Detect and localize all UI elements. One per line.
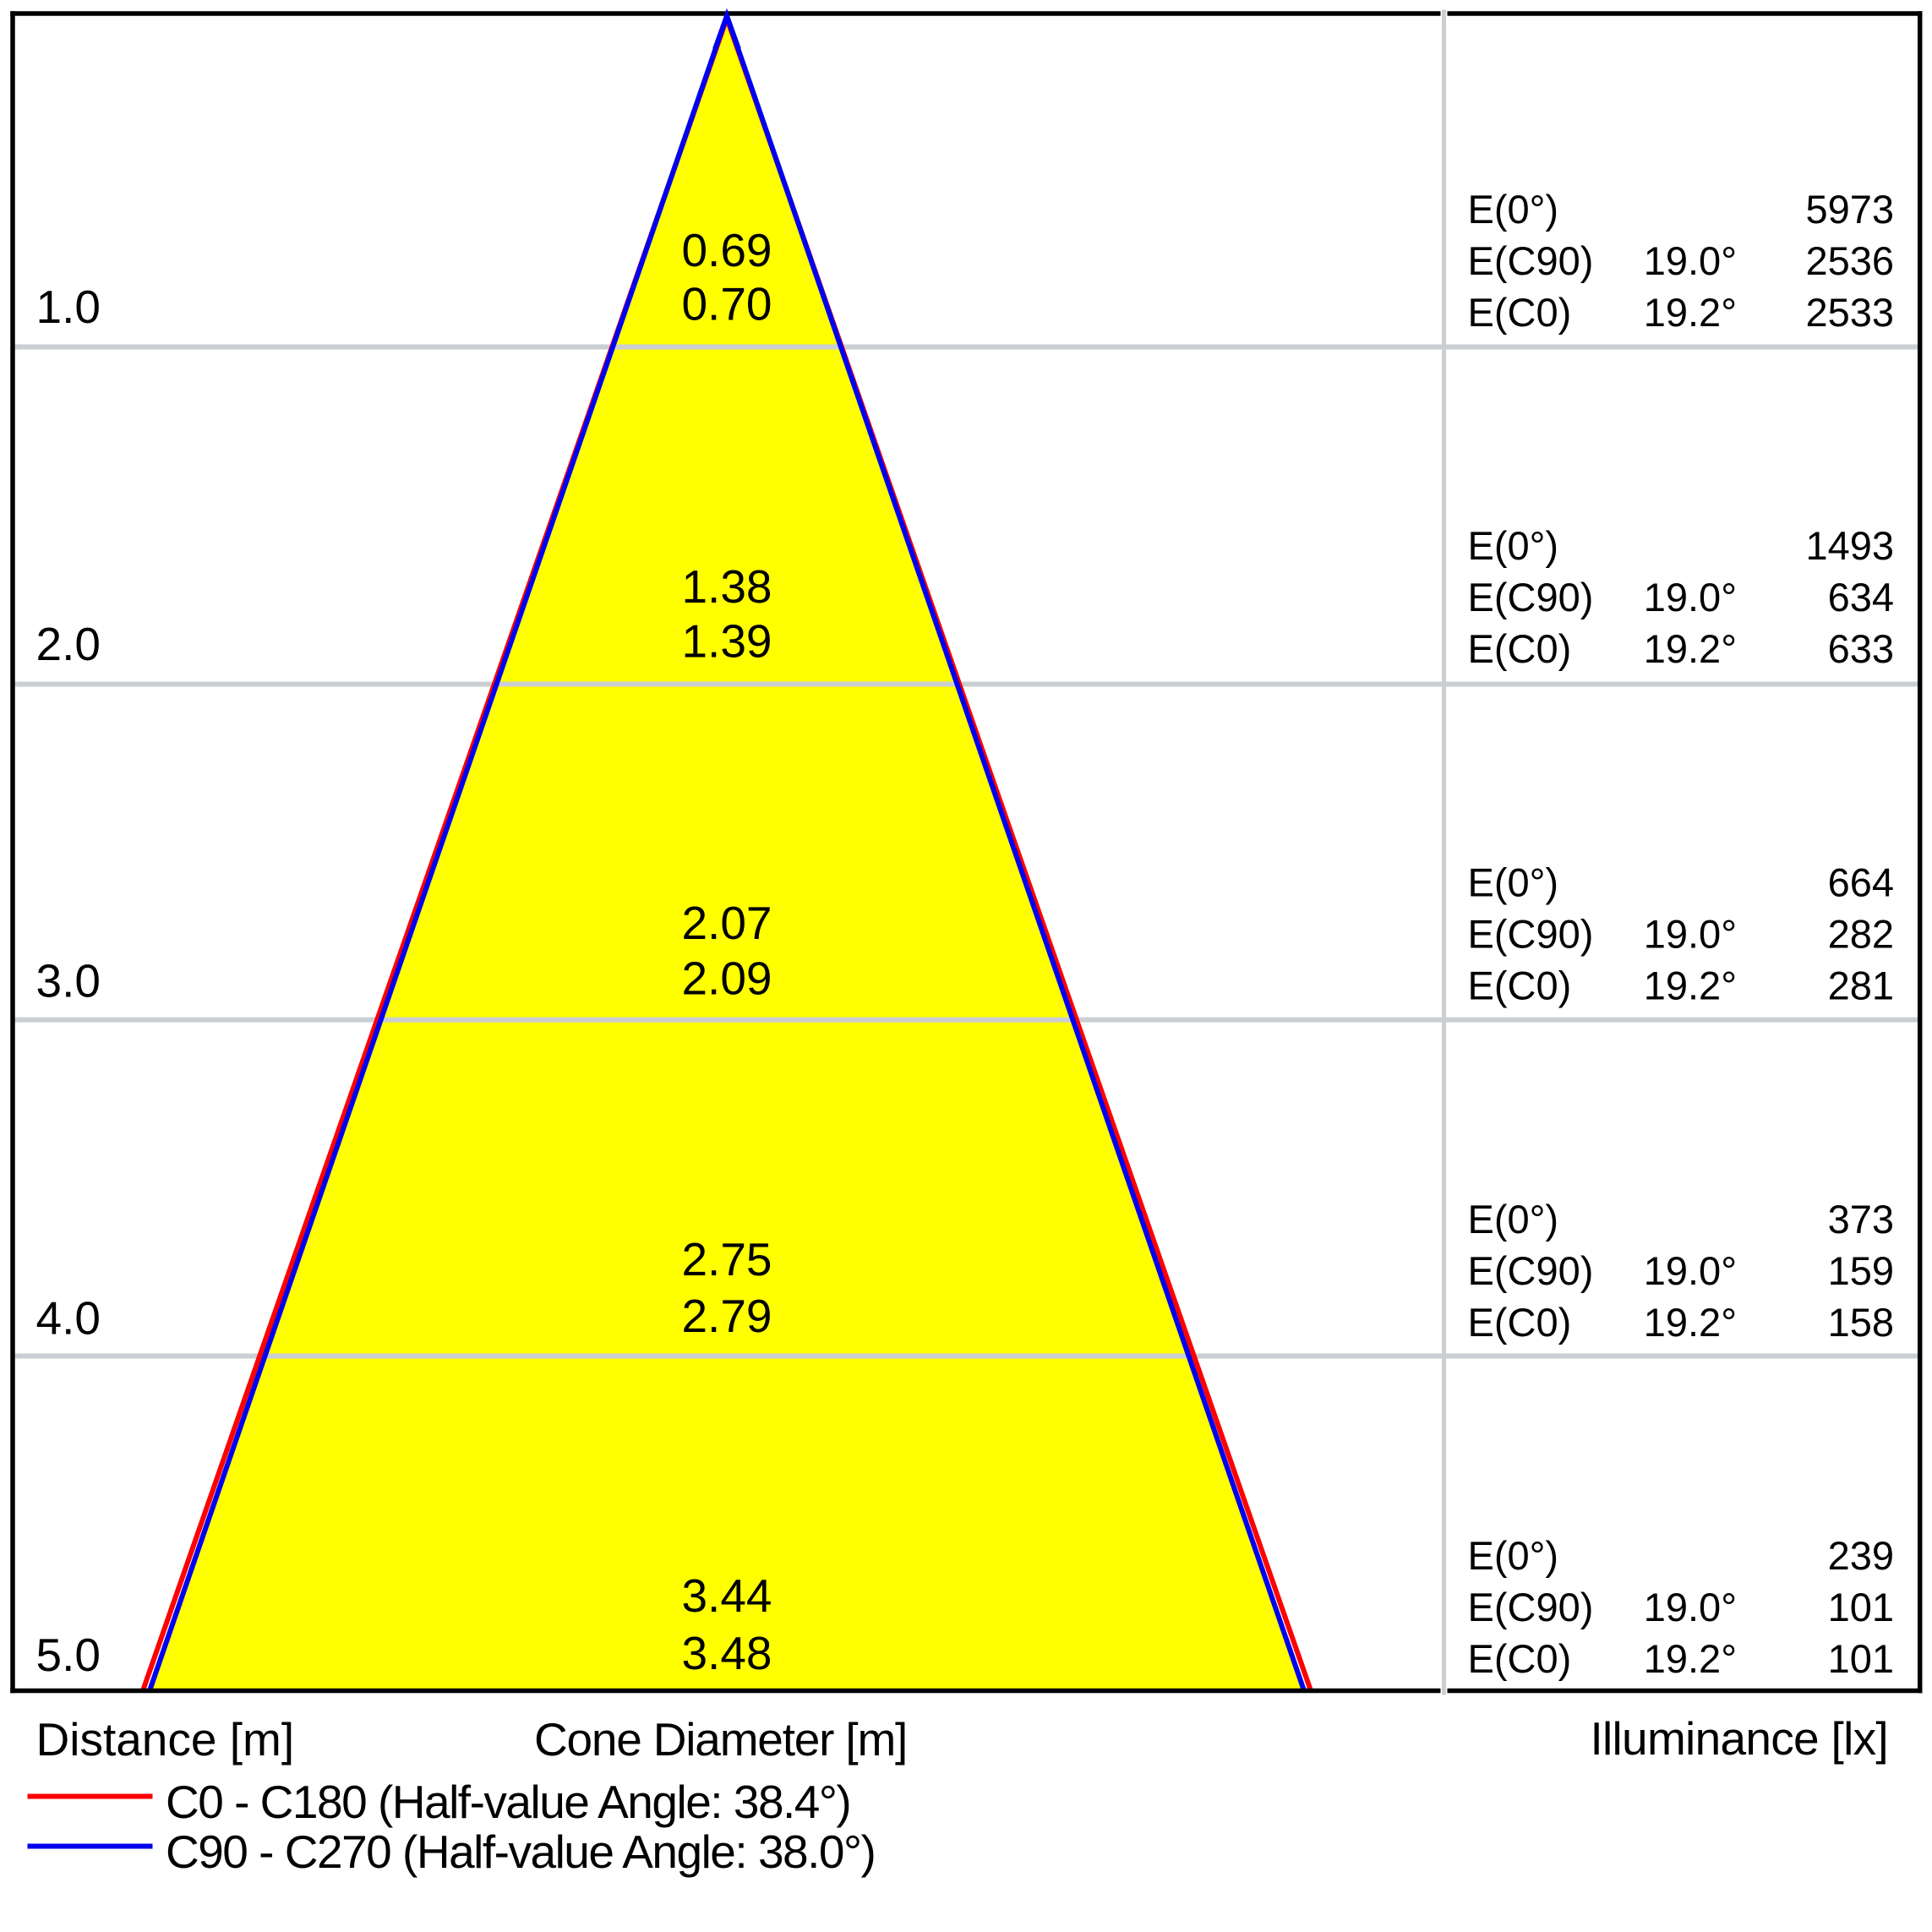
svg-text:101: 101: [1828, 1636, 1894, 1681]
svg-text:19.2°: 19.2°: [1644, 290, 1737, 335]
svg-text:1.0: 1.0: [36, 281, 101, 333]
svg-text:19.0°: 19.0°: [1644, 238, 1737, 283]
svg-text:664: 664: [1828, 860, 1894, 905]
svg-text:3.48: 3.48: [681, 1627, 772, 1679]
svg-text:E(C90): E(C90): [1468, 1248, 1594, 1293]
svg-text:E(C0): E(C0): [1468, 963, 1572, 1008]
svg-text:3.44: 3.44: [681, 1569, 772, 1622]
svg-text:C0 - C180 (Half-value Angle: 3: C0 - C180 (Half-value Angle: 38.4°): [166, 1776, 850, 1828]
svg-text:E(0°): E(0°): [1468, 1533, 1559, 1578]
svg-text:2533: 2533: [1805, 290, 1894, 335]
svg-text:1.38: 1.38: [681, 560, 772, 613]
svg-text:19.2°: 19.2°: [1644, 963, 1737, 1008]
svg-text:282: 282: [1828, 912, 1894, 957]
svg-text:19.2°: 19.2°: [1644, 626, 1737, 671]
svg-text:239: 239: [1828, 1533, 1894, 1578]
svg-text:0.69: 0.69: [681, 224, 772, 276]
svg-text:0.70: 0.70: [681, 278, 772, 330]
svg-text:1493: 1493: [1805, 523, 1894, 568]
svg-text:Distance [m]: Distance [m]: [36, 1713, 295, 1766]
svg-text:2536: 2536: [1805, 238, 1894, 283]
svg-text:158: 158: [1828, 1300, 1894, 1345]
svg-text:3.0: 3.0: [36, 955, 101, 1007]
svg-text:1.39: 1.39: [681, 615, 772, 668]
svg-text:5.0: 5.0: [36, 1629, 101, 1681]
svg-text:2.0: 2.0: [36, 618, 101, 670]
svg-text:2.79: 2.79: [681, 1290, 772, 1342]
svg-text:5973: 5973: [1805, 187, 1894, 232]
svg-text:373: 373: [1828, 1197, 1894, 1242]
svg-text:281: 281: [1828, 963, 1894, 1008]
svg-text:E(0°): E(0°): [1468, 523, 1559, 568]
svg-text:101: 101: [1828, 1585, 1894, 1629]
svg-text:19.0°: 19.0°: [1644, 575, 1737, 619]
svg-text:E(C0): E(C0): [1468, 290, 1572, 335]
svg-text:2.09: 2.09: [681, 952, 772, 1005]
svg-text:19.2°: 19.2°: [1644, 1636, 1737, 1681]
svg-text:19.0°: 19.0°: [1644, 1585, 1737, 1629]
svg-text:4.0: 4.0: [36, 1291, 101, 1344]
svg-text:E(C0): E(C0): [1468, 626, 1572, 671]
svg-text:2.75: 2.75: [681, 1233, 772, 1285]
svg-text:E(C0): E(C0): [1468, 1300, 1572, 1345]
svg-text:C90 - C270 (Half-value Angle:: C90 - C270 (Half-value Angle: 38.0°): [166, 1826, 875, 1878]
svg-text:E(0°): E(0°): [1468, 1197, 1559, 1242]
svg-text:634: 634: [1828, 575, 1894, 619]
svg-text:E(C90): E(C90): [1468, 575, 1594, 619]
svg-text:19.2°: 19.2°: [1644, 1300, 1737, 1345]
svg-text:19.0°: 19.0°: [1644, 912, 1737, 957]
svg-text:633: 633: [1828, 626, 1894, 671]
svg-text:E(C90): E(C90): [1468, 912, 1594, 957]
svg-text:E(C0): E(C0): [1468, 1636, 1572, 1681]
svg-text:E(C90): E(C90): [1468, 1585, 1594, 1629]
svg-text:19.0°: 19.0°: [1644, 1248, 1737, 1293]
svg-text:E(0°): E(0°): [1468, 860, 1559, 905]
svg-text:2.07: 2.07: [681, 897, 772, 949]
svg-text:Illuminance [lx]: Illuminance [lx]: [1590, 1712, 1888, 1765]
svg-text:E(0°): E(0°): [1468, 187, 1559, 232]
svg-text:Cone Diameter [m]: Cone Diameter [m]: [534, 1713, 907, 1766]
svg-text:159: 159: [1828, 1248, 1894, 1293]
svg-text:E(C90): E(C90): [1468, 238, 1594, 283]
